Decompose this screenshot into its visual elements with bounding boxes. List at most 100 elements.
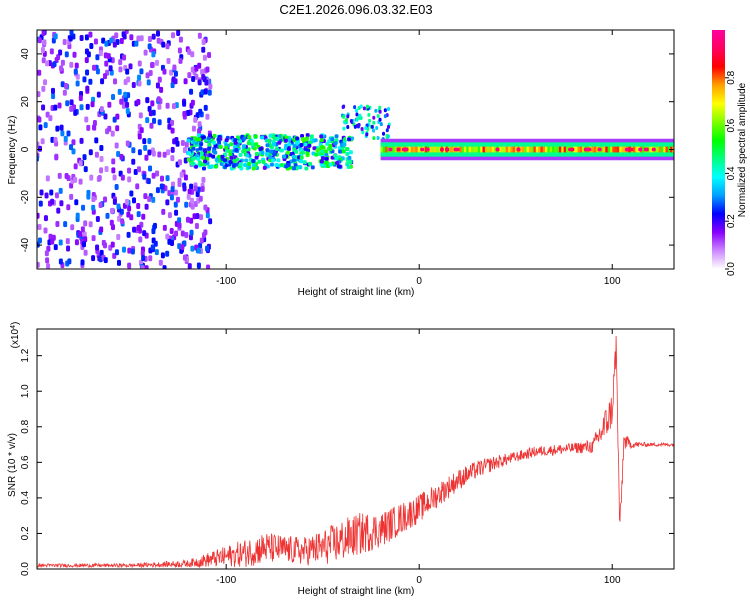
spectrogram-cell [189,88,194,95]
spectrogram-cell [320,149,325,154]
spectrogram-panel: -100 0 100 -40 -20 0 20 40 Height of straight … [7,29,675,298]
spectrogram-cell [199,214,204,221]
spectrogram-cell [232,159,237,164]
spectrogram-cell [583,147,588,152]
spectrogram-cell [450,146,454,153]
snr-x-tick-label: 0 [416,575,422,586]
spectrogram-x-label: Height of straight line (km) [298,287,415,298]
spectrogram-cell [243,162,248,167]
spectrogram-cell [69,193,74,200]
spectrogram-cell [54,192,59,199]
spectrogram-cell [231,163,236,168]
spectrogram-cell [276,158,281,163]
spectrogram-cell [45,257,50,264]
spectrogram-cell [305,133,310,138]
spectrogram-cell [187,263,192,269]
spectrogram-cell [330,137,335,142]
spectrogram-cell [131,197,136,204]
spectrogram-cell [116,151,121,158]
spectrogram-cell [183,78,188,85]
spectrogram-cell [50,136,55,143]
spectrogram-cell [59,200,64,207]
spectrogram-cell [362,106,366,111]
spectrogram-cell [196,262,201,269]
spectrogram-cell [368,118,372,123]
spectrogram-cell [480,146,484,153]
spectrogram-cell [159,183,164,190]
spectrogram-cell [136,211,141,218]
spectrogram-cell [180,244,185,251]
spectrogram-cell [345,151,350,156]
spectrogram-cell [162,224,167,231]
spectrogram-cell [343,137,347,142]
spectrogram-cell [166,149,171,156]
spectrogram-cell [554,146,558,153]
spectrogram-cell [547,146,551,153]
spectrogram-cell [203,229,208,236]
spectrogram-cell [153,240,158,247]
spectrogram-cell [129,190,134,197]
spectrogram-cell [170,146,175,153]
spectrogram-x-tick-label: -100 [216,276,236,287]
spectrogram-cell [134,40,139,47]
spectrogram-cell [303,142,308,147]
spectrogram-cell [112,41,117,48]
spectrogram-cell [86,124,91,131]
spectrogram-cell [463,146,467,153]
spectrogram-cell [304,166,309,171]
spectrogram-cell [514,146,518,153]
spectrogram-cell [365,132,369,137]
spectrogram-cell [651,147,656,152]
colorbar-gradient [712,30,725,269]
spectrogram-cell [52,61,57,68]
spectrogram-cell [78,178,83,185]
spectrogram-cell [195,148,200,153]
spectrogram-cell [431,146,435,153]
spectrogram-cell [347,137,352,142]
spectrogram-cell [382,146,386,153]
spectrogram-cell [528,146,532,153]
spectrogram-y-tick-label: -20 [20,190,31,205]
spectrogram-cell [189,229,194,236]
spectrogram-cell [199,162,204,167]
spectrogram-cell [78,231,83,238]
spectrogram-cell [219,161,224,166]
spectrogram-cell [385,128,389,133]
spectrogram-cell [186,110,191,117]
colorbar-label: Normalized spectral amplitude [737,82,748,217]
spectrogram-cell [616,146,620,153]
spectrogram-cell [205,66,210,73]
snr-x-label: Height of straight line (km) [298,586,415,597]
spectrogram-cell [115,125,120,132]
spectrogram-cell [151,33,156,40]
spectrogram-cell [139,35,144,42]
spectrogram-cell [155,82,160,89]
spectrogram-cell [301,150,306,155]
spectrogram-cell [95,244,100,251]
spectrogram-cell [51,93,56,100]
spectrogram-cell [158,259,163,266]
spectrogram-cell [125,68,130,75]
spectrogram-cell [137,133,142,140]
spectrogram-cell [73,176,78,183]
spectrogram-cell [336,164,341,169]
spectrogram-cell [197,79,202,86]
spectrogram-cell [66,245,71,252]
spectrogram-cell [187,48,192,55]
spectrogram-cell [658,146,662,153]
spectrogram-cell [376,136,380,141]
spectrogram-cell [117,215,122,222]
spectrogram-cell [111,93,116,100]
spectrogram-cell [279,162,284,167]
spectrogram-cell [159,86,164,93]
spectrogram-cell [169,228,174,235]
spectrogram-cell [549,146,553,153]
spectrogram-cell [224,163,229,168]
spectrogram-cell [443,146,447,153]
spectrogram-cell [346,114,350,119]
spectrogram-cell [375,126,379,131]
spectrogram-cell [116,203,121,210]
spectrogram-cell [127,262,132,269]
spectrogram-cell [104,40,109,47]
spectrogram-cell [370,124,374,129]
